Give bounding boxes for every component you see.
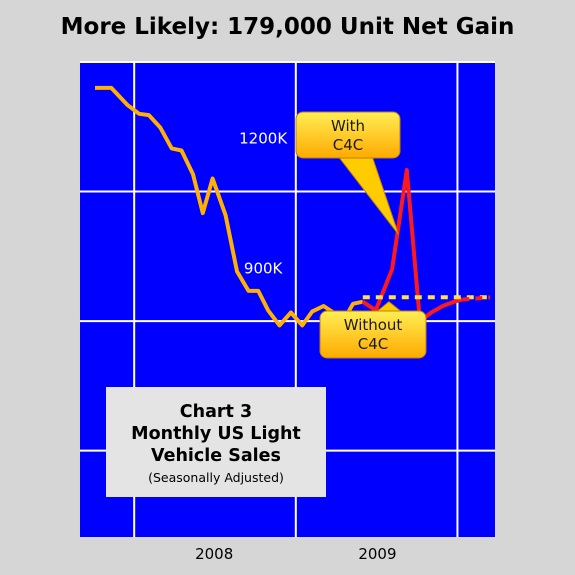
info-box-title-line-1: Chart 3 — [179, 402, 253, 422]
without-c4c-callout-text: Without — [344, 316, 403, 334]
with-c4c-callout-box — [295, 111, 401, 159]
historical-sales-line — [95, 85, 364, 328]
chart-info-box: Chart 3 Monthly US Light Vehicle Sales (… — [106, 387, 326, 497]
with-c4c-callout-text: With — [331, 117, 365, 135]
y-tick-label: 1200K — [239, 130, 288, 148]
x-tick-label: 2008 — [195, 545, 233, 563]
info-box-title-line-3: Vehicle Sales — [151, 446, 281, 466]
without-c4c-callout-box — [319, 310, 427, 359]
info-box-subtitle: (Seasonally Adjusted) — [148, 470, 284, 485]
info-box-title-line-2: Monthly US Light — [131, 424, 301, 444]
x-tick-label: 2009 — [358, 545, 396, 563]
y-tick-label: 900K — [244, 259, 284, 277]
with-c4c-projection-line — [462, 295, 491, 302]
with-c4c-callout-text: C4C — [333, 136, 364, 154]
chart-title: More Likely: 179,000 Unit Net Gain — [60, 14, 515, 40]
without-c4c-callout-text: C4C — [358, 335, 389, 353]
